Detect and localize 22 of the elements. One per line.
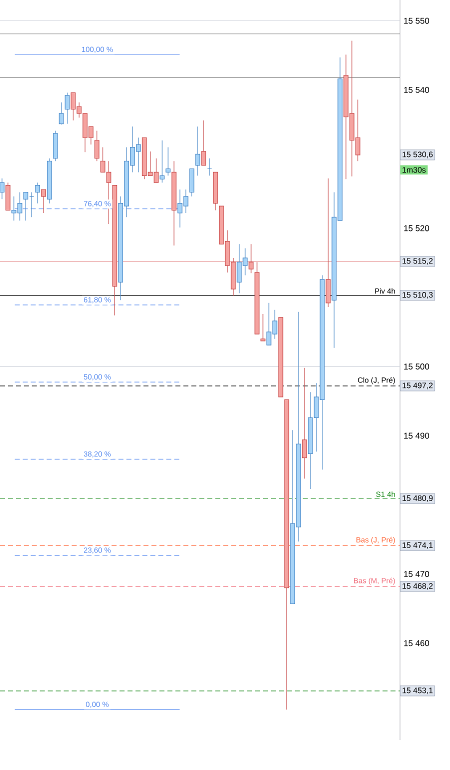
candlestick [160, 140, 165, 183]
candlestick [64, 92, 70, 124]
candlestick [166, 147, 170, 176]
candlestick [189, 168, 194, 197]
y-tick-label: 15 550 [404, 18, 430, 24]
y-tick-label: 15 490 [404, 432, 430, 439]
candlestick [35, 182, 40, 204]
candlestick [0, 178, 4, 200]
candlestick [195, 126, 200, 176]
candlestick [326, 178, 331, 308]
candlestick [248, 244, 254, 274]
y-tick-label: 15 460 [404, 640, 430, 646]
y-tick-label: 15 470 [404, 571, 430, 578]
y-tick-label: 15 500 [404, 364, 430, 370]
candlestick [94, 130, 100, 162]
y-tick-label: 15 520 [404, 225, 430, 232]
candlestick [41, 189, 46, 214]
y-tick-label: 15 540 [404, 86, 430, 93]
candlestick [260, 314, 266, 342]
candlestick [302, 368, 307, 479]
candlestick [201, 120, 206, 166]
candlestick [58, 102, 64, 125]
